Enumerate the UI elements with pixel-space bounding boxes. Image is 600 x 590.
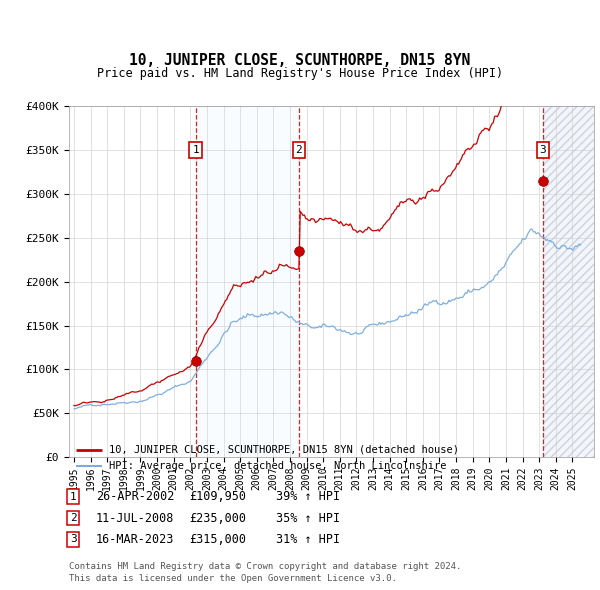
Text: Price paid vs. HM Land Registry's House Price Index (HPI): Price paid vs. HM Land Registry's House … [97,67,503,80]
Text: Contains HM Land Registry data © Crown copyright and database right 2024.: Contains HM Land Registry data © Crown c… [69,562,461,571]
Text: 3: 3 [539,145,546,155]
Text: 26-APR-2002: 26-APR-2002 [96,490,175,503]
Bar [542,106,594,457]
Text: This data is licensed under the Open Government Licence v3.0.: This data is licensed under the Open Gov… [69,574,397,583]
Text: 35% ↑ HPI: 35% ↑ HPI [276,512,340,525]
Text: 1: 1 [192,145,199,155]
Text: £315,000: £315,000 [189,533,246,546]
Text: 3: 3 [70,535,77,544]
Text: 10, JUNIPER CLOSE, SCUNTHORPE, DN15 8YN: 10, JUNIPER CLOSE, SCUNTHORPE, DN15 8YN [130,53,470,68]
Text: 39% ↑ HPI: 39% ↑ HPI [276,490,340,503]
Text: 2: 2 [296,145,302,155]
Bar [542,106,594,457]
Text: 16-MAR-2023: 16-MAR-2023 [96,533,175,546]
Text: 1: 1 [70,492,77,502]
Text: £109,950: £109,950 [189,490,246,503]
Text: HPI: Average price, detached house, North Lincolnshire: HPI: Average price, detached house, Nort… [109,461,447,471]
Text: 31% ↑ HPI: 31% ↑ HPI [276,533,340,546]
Text: £235,000: £235,000 [189,512,246,525]
Text: 11-JUL-2008: 11-JUL-2008 [96,512,175,525]
Text: 2: 2 [70,513,77,523]
Text: 10, JUNIPER CLOSE, SCUNTHORPE, DN15 8YN (detached house): 10, JUNIPER CLOSE, SCUNTHORPE, DN15 8YN … [109,445,459,455]
Bar [196,106,299,457]
